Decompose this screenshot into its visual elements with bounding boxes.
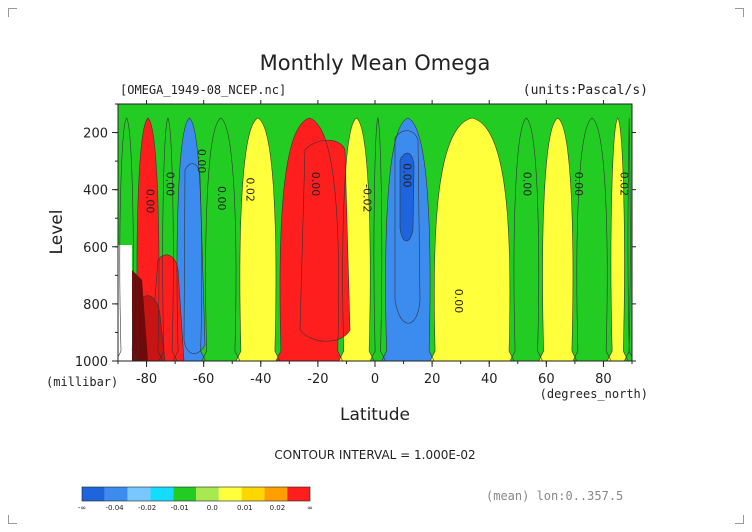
contour-line	[338, 117, 375, 361]
contour-line	[235, 117, 281, 361]
legend-label: ∞	[307, 504, 313, 512]
contour-interval-label: CONTOUR INTERVAL = 1.000E-02	[274, 448, 475, 462]
legend-swatch	[150, 487, 174, 501]
legend-label: -0.01	[171, 504, 189, 512]
y-tick-label: 800	[83, 298, 108, 313]
contour-band	[201, 118, 240, 361]
legend-label: 0.0	[207, 504, 218, 512]
plot-area	[118, 104, 632, 361]
x-axis-title: Latitude	[340, 405, 410, 425]
x-tick-label: 0	[371, 372, 379, 387]
contour-label: 0.00	[520, 172, 533, 197]
legend-swatch	[241, 487, 265, 501]
y-tick-label: 1000	[75, 355, 108, 370]
contour-label: 0.00	[572, 172, 585, 197]
legend-swatch	[264, 487, 288, 501]
legend-swatch	[196, 487, 219, 501]
contour-label: 0.00	[164, 172, 177, 197]
contour-line	[606, 117, 629, 361]
contour-band	[538, 118, 577, 361]
contour-line	[572, 117, 612, 361]
contour-core-extreme	[132, 270, 148, 361]
x-tick-label: -40	[250, 372, 271, 387]
file-label: [OMEGA_1949-08_NCEP.nc]	[120, 83, 286, 97]
legend-swatch	[218, 487, 242, 501]
contour-label: -0.02	[361, 184, 374, 212]
x-tick-label: 40	[481, 372, 498, 387]
x-tick-label: -80	[136, 372, 157, 387]
corner-mark	[8, 8, 17, 17]
y-tick-label: 200	[83, 127, 108, 142]
x-axis-unit: (degrees_north)	[540, 387, 648, 401]
y-axis-title: Level	[47, 210, 67, 255]
legend-label: 0.01	[237, 504, 253, 512]
contour-line	[172, 117, 207, 361]
contour-band	[235, 118, 280, 361]
contour-line	[369, 117, 386, 361]
legend-swatch	[173, 487, 196, 501]
missing-data-region	[118, 245, 132, 361]
contour-line	[201, 117, 241, 361]
corner-mark	[735, 515, 744, 524]
footer-note: (mean) lon:0..357.5	[486, 489, 623, 503]
x-tick-label: 60	[538, 372, 555, 387]
legend-swatch	[287, 487, 310, 501]
contour-band	[572, 118, 612, 361]
y-tick-label: 600	[83, 241, 108, 256]
units-label: (units:Pascal/s)	[523, 83, 648, 98]
x-axis: -80 -60 -40 -20 0 20 40 60 80	[117, 100, 633, 387]
y-axis-unit: (millibar)	[46, 375, 118, 389]
y-axis: 200 400 600 800 1000	[75, 103, 636, 370]
legend-swatch	[127, 487, 151, 501]
x-tick-label: 80	[595, 372, 612, 387]
contour-line	[429, 117, 515, 361]
contour-line	[132, 117, 164, 361]
contour-line	[538, 117, 578, 361]
contour-label: 0.02	[618, 172, 631, 197]
contour-label: 0.00	[195, 149, 208, 174]
contour-lines	[118, 117, 632, 361]
legend-swatch	[104, 487, 128, 501]
x-tick-label: -60	[193, 372, 214, 387]
contour-core-positive	[299, 139, 351, 342]
legend-label: 0.02	[270, 504, 286, 512]
corner-mark	[735, 8, 744, 17]
legend-label: -0.04	[106, 504, 125, 512]
contour-band	[370, 118, 386, 361]
contour-band	[430, 118, 515, 361]
x-tick-label: -20	[307, 372, 328, 387]
contour-label: 0.00	[401, 163, 414, 188]
contour-line	[509, 117, 543, 361]
contour-line	[118, 117, 138, 361]
x-tick-label: 20	[424, 372, 441, 387]
contour-label: 0.00	[452, 289, 465, 314]
legend-label: -0.02	[138, 504, 156, 512]
corner-mark	[8, 515, 17, 524]
contour-label: 0.00	[144, 189, 157, 214]
chart-title: Monthly Mean Omega	[260, 51, 491, 75]
contour-line	[275, 117, 344, 361]
legend-swatch	[82, 487, 105, 501]
contour-core-strong-negative	[399, 152, 415, 242]
contour-line	[158, 117, 178, 361]
contour-label: 0.02	[244, 177, 257, 202]
contour-line	[623, 117, 632, 361]
contour-label: 0.00	[309, 172, 322, 197]
legend-label: -∞	[78, 504, 86, 512]
contour-labels: 0.00 0.00 0.00 0.00 0.02 0.00 -0.02 0.00 0.00 0.0…	[144, 149, 631, 313]
contour-band	[510, 118, 543, 361]
y-tick-label: 400	[83, 184, 108, 199]
color-legend: -∞ -0.04 -0.02 -0.01 0.0 0.01 0.02 ∞	[78, 486, 313, 512]
legend-frame	[81, 486, 311, 502]
contour-label: 0.00	[215, 186, 228, 211]
contour-core-negative-south	[183, 163, 206, 354]
contour-line	[381, 117, 435, 361]
